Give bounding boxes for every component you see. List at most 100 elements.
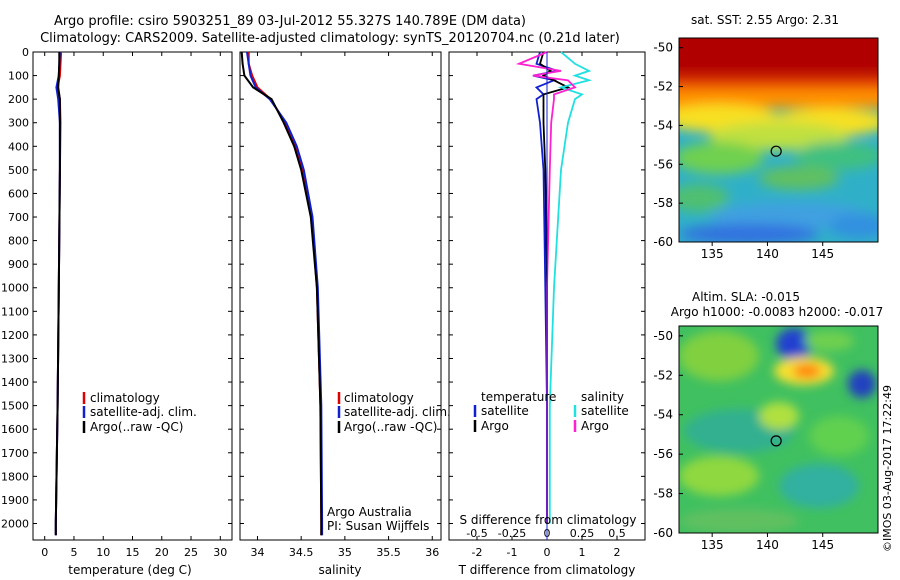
legend-argo: Argo(..raw -QC) xyxy=(90,420,183,434)
map-x-tick-label: 145 xyxy=(811,247,834,261)
x-tick-label: 0 xyxy=(544,546,551,559)
y-tick-label: 700 xyxy=(8,211,29,224)
temperature-xlabel: temperature (deg C) xyxy=(68,563,191,577)
y-tick-label: 800 xyxy=(8,235,29,248)
map-y-tick-label: -52 xyxy=(653,80,673,94)
y-tick-label: 200 xyxy=(8,93,29,106)
argo-location-marker xyxy=(770,145,782,157)
map-y-tick-label: -58 xyxy=(653,487,673,501)
map-y-tick-label: -60 xyxy=(653,526,673,540)
map-y-tick-label: -56 xyxy=(653,447,673,461)
y-tick-label: 1300 xyxy=(1,352,29,365)
map-y-tick-label: -56 xyxy=(653,157,673,171)
x-tick-label: 15 xyxy=(126,546,140,559)
y-tick-label: 1100 xyxy=(1,305,29,318)
y-tick-label: 1800 xyxy=(1,470,29,483)
temperature-panel xyxy=(32,51,233,541)
sla-map-axes: 135 140 145 -50 -52 -54 -56 -58 -60 xyxy=(653,329,834,552)
x-tick-label: 5 xyxy=(70,546,77,559)
x-tick-label: 36 xyxy=(425,546,439,559)
difference-line-salinity-satellite xyxy=(548,51,593,524)
x-tick-label: 10 xyxy=(96,546,110,559)
x-tick-label: 20 xyxy=(155,546,169,559)
salinity-xlabel: salinity xyxy=(318,563,361,577)
salinity-panel xyxy=(239,51,442,541)
sst-map-frame xyxy=(678,37,879,243)
legend-argo: Argo(..raw -QC) xyxy=(344,420,437,434)
y-tick-label: 1600 xyxy=(1,423,29,436)
salinity-plot: 34 34.5 35 35.5 36 xyxy=(240,51,441,559)
map-x-tick-label: 135 xyxy=(701,247,724,261)
map-x-tick-label: 140 xyxy=(756,538,779,552)
y-tick-label: 900 xyxy=(8,258,29,271)
legend-satellite: satellite-adj. clim. xyxy=(344,405,451,419)
x-tick-label: 0 xyxy=(41,546,48,559)
x-tick-label: 30 xyxy=(213,546,227,559)
sla-map-frame xyxy=(678,325,879,534)
legend-t-satellite: satellite xyxy=(481,404,529,418)
difference-top-xlabel: S difference from climatology xyxy=(460,513,637,527)
s-tick-label: -0.5 xyxy=(466,527,487,540)
y-tick-label: 500 xyxy=(8,164,29,177)
x-tick-label: 34.5 xyxy=(289,546,314,559)
y-tick-label: 1900 xyxy=(1,494,29,507)
map-y-tick-label: -54 xyxy=(653,408,673,422)
map-x-tick-label: 135 xyxy=(701,538,724,552)
map-y-tick-label: -50 xyxy=(653,329,673,343)
sla-map-field xyxy=(679,326,878,533)
y-tick-label: 100 xyxy=(8,70,29,83)
legend-salinity-title: salinity xyxy=(581,390,624,404)
sla-map: 135 140 145 -50 -52 -54 -56 -58 -60 xyxy=(653,325,879,552)
s-tick-label: -0.25 xyxy=(498,527,526,540)
argo-location-marker xyxy=(770,435,782,447)
difference-xlabel: T difference from climatology xyxy=(458,563,636,577)
y-tick-label: 400 xyxy=(8,140,29,153)
y-tick-label: 1700 xyxy=(1,447,29,460)
legend-climatology: climatology xyxy=(90,391,160,405)
salinity-legend: climatology satellite-adj. clim. Argo(..… xyxy=(327,391,451,533)
sla-map-title-2: Argo h1000: -0.0083 h2000: -0.017 xyxy=(671,305,884,319)
temperature-legend: climatology satellite-adj. clim. Argo(..… xyxy=(82,391,197,434)
y-tick-label: 0 xyxy=(22,46,29,59)
difference-legend: temperature satellite Argo salinity sate… xyxy=(473,390,629,433)
title-line-1: Argo profile: csiro 5903251_89 03-Jul-20… xyxy=(54,14,526,29)
map-x-tick-label: 145 xyxy=(811,538,834,552)
x-tick-label: 35.5 xyxy=(376,546,401,559)
y-tick-label: 1200 xyxy=(1,329,29,342)
x-tick-label: 25 xyxy=(184,546,198,559)
y-tick-label: 1000 xyxy=(1,282,29,295)
x-tick-label: 35 xyxy=(338,546,352,559)
sst-map-axes: 135 140 145 -50 -52 -54 -56 -58 -60 xyxy=(653,41,834,261)
y-tick-label: 2000 xyxy=(1,517,29,530)
map-y-tick-label: -54 xyxy=(653,118,673,132)
map-x-tick-label: 140 xyxy=(756,247,779,261)
x-tick-label: -2 xyxy=(472,546,483,559)
sla-map-title-1: Altim. SLA: -0.015 xyxy=(692,290,800,304)
s-tick-label: 0.25 xyxy=(570,527,595,540)
map-y-tick-label: -52 xyxy=(653,368,673,382)
legend-s-argo: Argo xyxy=(581,419,609,433)
y-tick-label: 1400 xyxy=(1,376,29,389)
x-tick-label: 2 xyxy=(614,546,621,559)
x-tick-label: -1 xyxy=(507,546,518,559)
y-tick-label: 300 xyxy=(8,117,29,130)
profile-line-argoraw xyxy=(240,51,323,536)
legend-climatology: climatology xyxy=(344,391,414,405)
annotation-pi: PI: Susan Wijffels xyxy=(327,519,429,533)
annotation-argo-australia: Argo Australia xyxy=(327,505,412,519)
x-tick-label: 34 xyxy=(250,546,264,559)
temperature-plot: 0100200300400500600700800900100011001200… xyxy=(1,46,232,559)
map-y-tick-label: -50 xyxy=(653,41,673,55)
map-y-tick-label: -60 xyxy=(653,235,673,249)
y-tick-label: 1500 xyxy=(1,400,29,413)
credit-text: ©IMOS 03-Aug-2017 17:22:49 xyxy=(881,385,894,552)
map-y-tick-label: -58 xyxy=(653,196,673,210)
legend-satellite: satellite-adj. clim. xyxy=(90,405,197,419)
legend-s-satellite: satellite xyxy=(581,404,629,418)
legend-t-argo: Argo xyxy=(481,419,509,433)
title-line-2: Climatology: CARS2009. Satellite-adjuste… xyxy=(40,31,620,46)
sst-map-field xyxy=(679,38,878,242)
sst-map-title: sat. SST: 2.55 Argo: 2.31 xyxy=(691,13,839,27)
